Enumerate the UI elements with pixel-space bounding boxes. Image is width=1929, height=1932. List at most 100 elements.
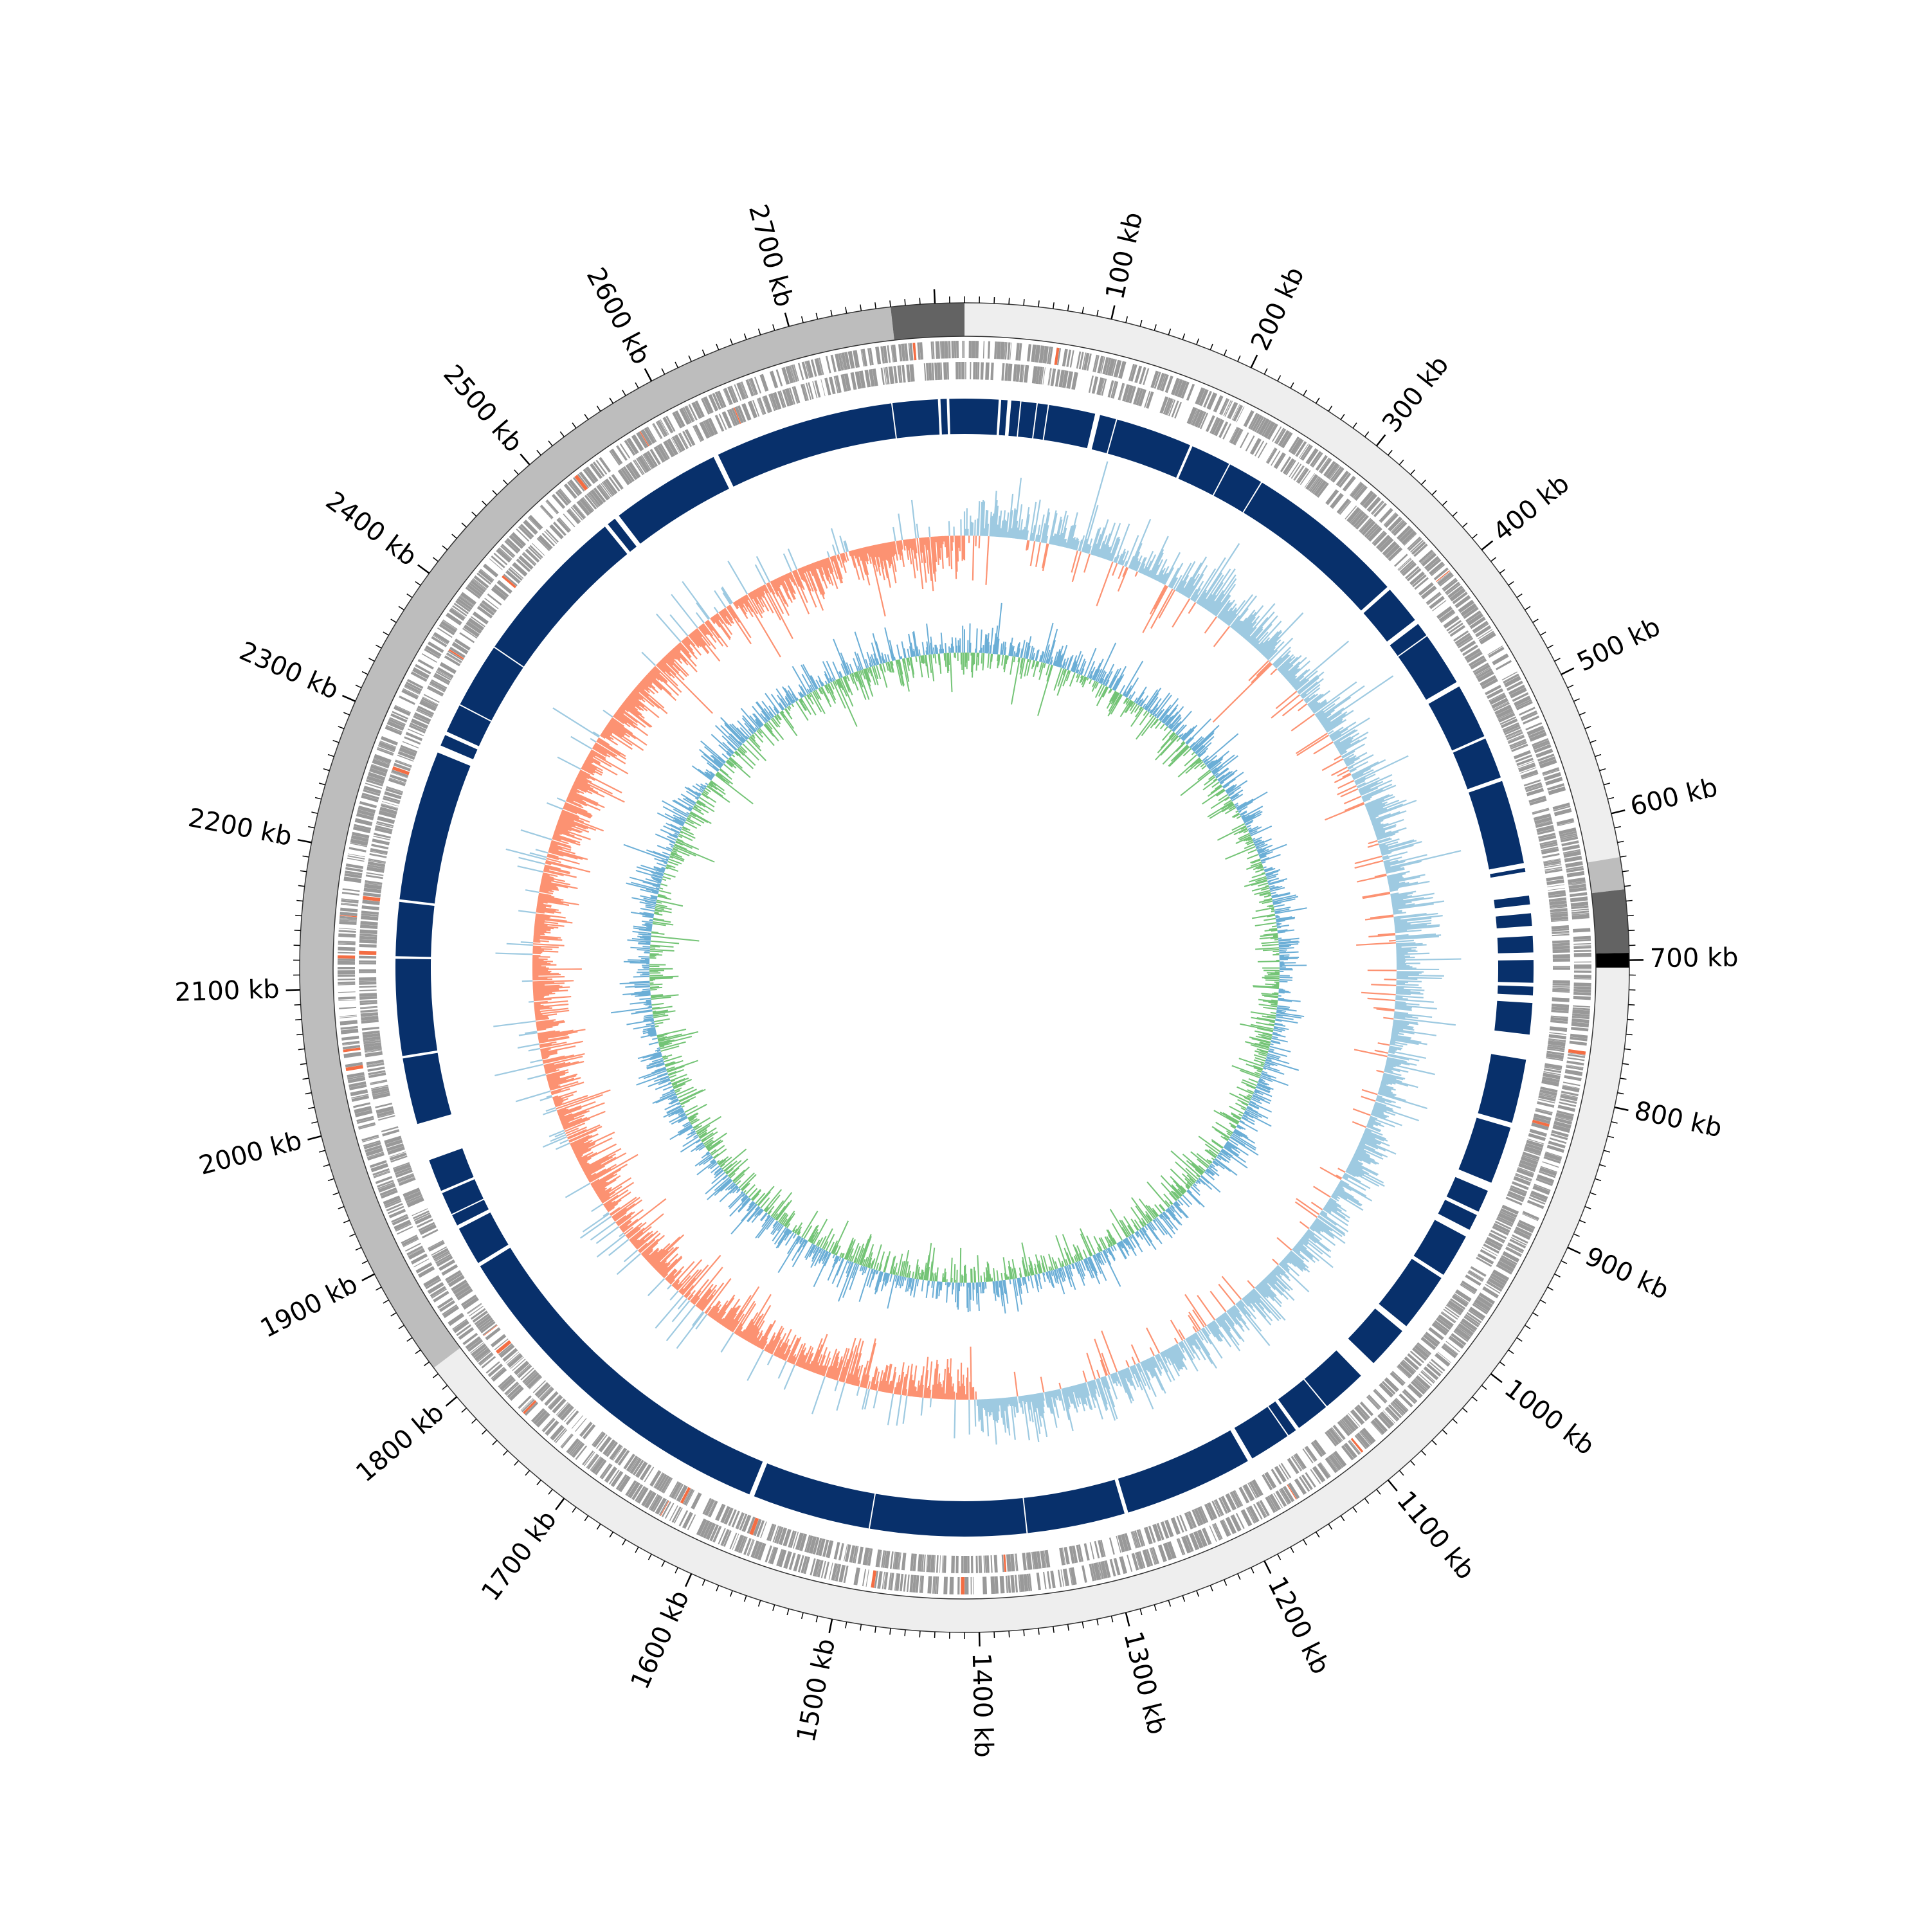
segment-arc-6 <box>891 303 964 340</box>
gene-block-forward <box>875 347 881 364</box>
gc-skew-bar <box>721 588 732 604</box>
minor-tick <box>635 383 638 388</box>
gc-skew-bar <box>1357 875 1386 881</box>
minor-tick <box>1053 1627 1054 1633</box>
minor-tick <box>315 797 322 799</box>
gc-skew-bar <box>609 1240 629 1256</box>
minor-tick <box>1238 356 1240 361</box>
gene-block-reverse <box>359 989 377 991</box>
rna-gene-block <box>359 951 376 955</box>
gene-block-reverse <box>1514 750 1531 759</box>
minor-tick <box>1082 307 1083 314</box>
gc-skew-bar <box>496 953 533 955</box>
minor-tick <box>1251 1567 1254 1573</box>
minor-tick <box>424 1362 430 1366</box>
tick-label: 1300 kb <box>1118 1629 1172 1737</box>
gene-block-reverse <box>994 1555 998 1573</box>
minor-tick <box>1388 450 1392 455</box>
minor-tick <box>1548 645 1553 648</box>
minor-tick <box>890 1629 891 1635</box>
gene-block-forward <box>340 908 358 912</box>
gc-skew-bar <box>1213 664 1272 722</box>
major-tick <box>685 1574 691 1587</box>
tick-label: 2200 kb <box>186 803 294 852</box>
major-tick <box>1611 810 1625 813</box>
gene-block-forward <box>963 341 964 358</box>
gene-block-reverse <box>1090 1542 1095 1560</box>
gene-block-forward <box>900 1574 903 1591</box>
minor-tick <box>702 1580 705 1585</box>
gene-block-reverse <box>359 944 377 948</box>
minor-tick <box>1303 1540 1307 1546</box>
gc-skew-bar <box>1015 1372 1018 1396</box>
minor-tick <box>298 885 305 886</box>
minor-tick <box>1154 324 1156 330</box>
gc-skew-bar <box>533 941 548 942</box>
gene-block-reverse <box>359 961 376 963</box>
gc-skew-bar <box>1149 536 1168 577</box>
minor-tick <box>376 1287 381 1290</box>
tick-label: 1000 kb <box>1499 1374 1600 1461</box>
gene-block-reverse <box>1552 934 1570 937</box>
gene-block-reverse <box>858 1547 864 1564</box>
gc-skew-bar <box>1210 1291 1226 1312</box>
gc-skew-bar <box>521 830 552 840</box>
minor-tick <box>1432 1440 1436 1445</box>
feature-block <box>1008 401 1020 437</box>
gene-block-reverse <box>1553 983 1570 986</box>
gc-skew-bar <box>983 1399 984 1408</box>
gene-block-forward <box>877 1571 882 1589</box>
gc-skew-bar <box>533 951 559 952</box>
gc-skew-bar <box>1383 1018 1393 1019</box>
minor-tick <box>1111 1616 1112 1622</box>
feature-block <box>892 399 939 438</box>
minor-tick <box>1341 1515 1345 1521</box>
minor-tick <box>1432 491 1436 495</box>
gene-block-reverse <box>1294 1453 1307 1469</box>
gc-skew-bar <box>1031 541 1035 566</box>
minor-tick <box>802 1612 803 1619</box>
gene-block-forward <box>1488 647 1504 658</box>
minor-tick <box>1453 1419 1457 1423</box>
minor-tick <box>584 414 588 419</box>
gc-content-bar <box>1010 656 1013 674</box>
minor-tick <box>1463 1408 1467 1413</box>
gc-skew-bar <box>1214 626 1229 647</box>
gc-skew-bar <box>1356 943 1396 945</box>
major-tick <box>785 313 789 327</box>
gene-block-forward <box>338 961 355 965</box>
gc-skew-bar <box>1205 617 1217 633</box>
minor-tick <box>816 1616 817 1622</box>
gene-block-reverse <box>979 1556 981 1573</box>
gene-block-forward <box>521 1399 535 1413</box>
gene-block-forward <box>1573 928 1590 932</box>
gc-skew-bar <box>969 1400 970 1434</box>
gc-skew-bar <box>957 536 958 561</box>
gc-skew-bar <box>671 595 698 628</box>
gc-content-bar <box>1146 688 1161 710</box>
gc-skew-bar <box>1083 1371 1086 1382</box>
gc-skew-bar <box>1298 704 1307 711</box>
minor-tick <box>1555 658 1561 662</box>
gc-skew-bar <box>1322 759 1343 770</box>
gc-skew-bar <box>603 710 613 717</box>
gene-block-forward <box>340 1020 358 1025</box>
minor-tick <box>572 1507 576 1512</box>
gene-block-reverse <box>359 971 376 973</box>
gene-block-forward <box>945 341 948 358</box>
gc-skew-bar <box>977 518 978 536</box>
gene-block-forward <box>338 982 355 985</box>
minor-tick <box>1154 1605 1156 1611</box>
gc-skew-bar <box>893 527 896 541</box>
minor-tick <box>399 606 404 609</box>
gc-skew-bar <box>1377 1070 1384 1072</box>
minor-tick <box>730 1591 732 1596</box>
gc-skew-bar <box>1396 941 1414 942</box>
gene-block-forward <box>338 934 356 938</box>
gene-block-forward <box>927 1576 932 1593</box>
minor-tick <box>415 582 421 586</box>
gc-skew-bar <box>1345 802 1364 810</box>
gene-block-forward <box>1573 989 1591 993</box>
minor-tick <box>1615 827 1621 828</box>
minor-tick <box>1548 1287 1553 1290</box>
